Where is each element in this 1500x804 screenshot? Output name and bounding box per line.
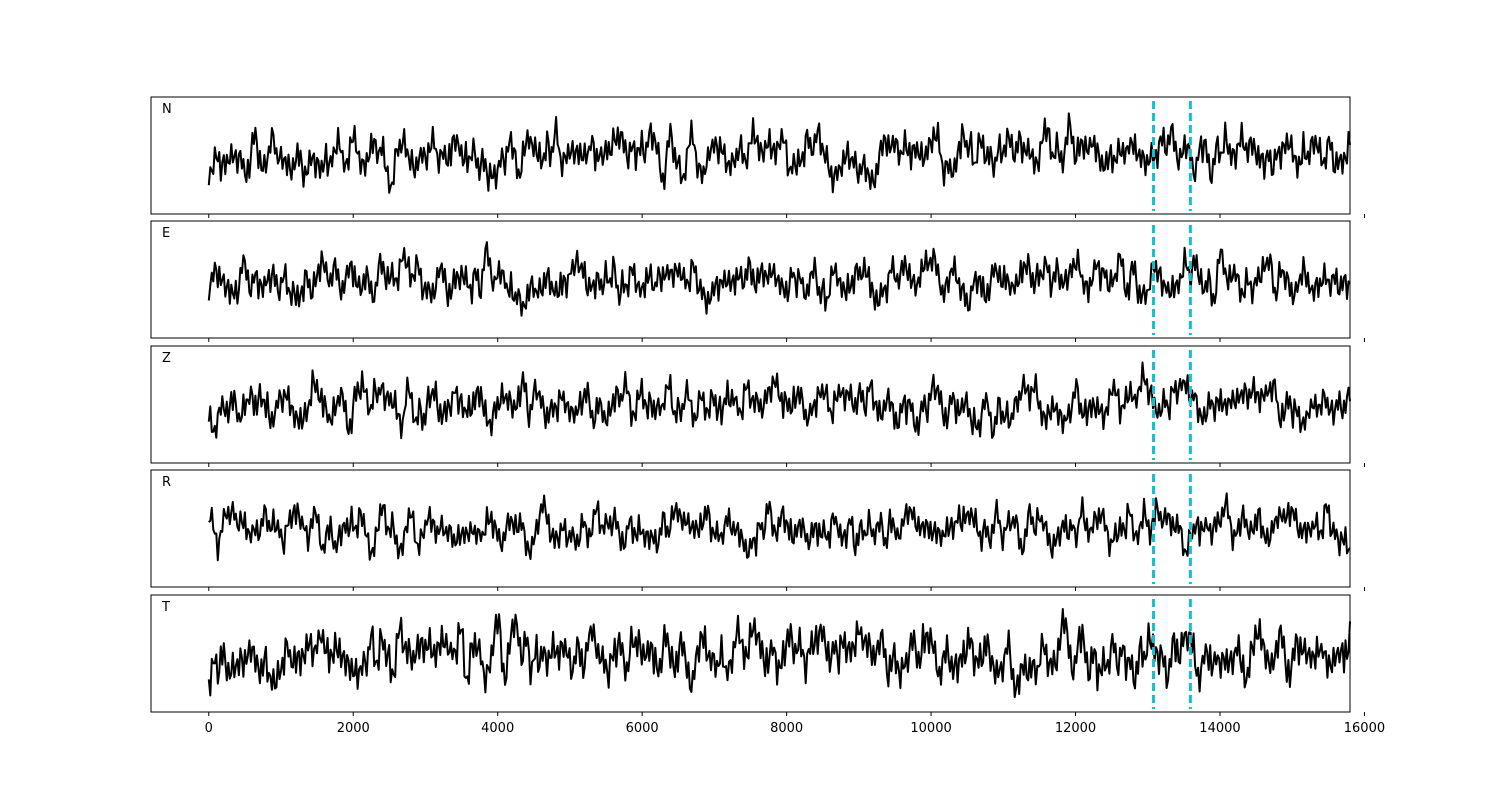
- waveform-line: [207, 361, 1351, 440]
- x-tick-label: 16000: [1344, 721, 1385, 736]
- waveform-line: [208, 492, 1351, 562]
- panel-label: R: [162, 475, 171, 490]
- panel-t: T: [150, 594, 1365, 716]
- panel-z: Z: [150, 345, 1365, 467]
- x-tick-label: 0: [205, 721, 213, 736]
- panel-label: E: [162, 226, 170, 241]
- x-tick-label: 14000: [1199, 721, 1240, 736]
- x-tick-label: 8000: [770, 721, 803, 736]
- panel-n: N: [150, 96, 1365, 218]
- panel-label: T: [161, 600, 170, 615]
- x-tick-label: 2000: [337, 721, 370, 736]
- panel-label: Z: [162, 351, 171, 366]
- x-tick-label: 4000: [481, 721, 514, 736]
- x-tick-label: 12000: [1055, 721, 1096, 736]
- panel-e: E: [150, 220, 1365, 342]
- panel-r: R: [150, 469, 1365, 591]
- waveform-line: [207, 112, 1351, 194]
- x-tick-label: 10000: [910, 721, 951, 736]
- waveform-line: [207, 608, 1351, 699]
- waveform-line: [207, 241, 1351, 317]
- panel-label: N: [162, 102, 172, 117]
- x-tick-label: 6000: [626, 721, 659, 736]
- panel-frame: [150, 594, 1351, 713]
